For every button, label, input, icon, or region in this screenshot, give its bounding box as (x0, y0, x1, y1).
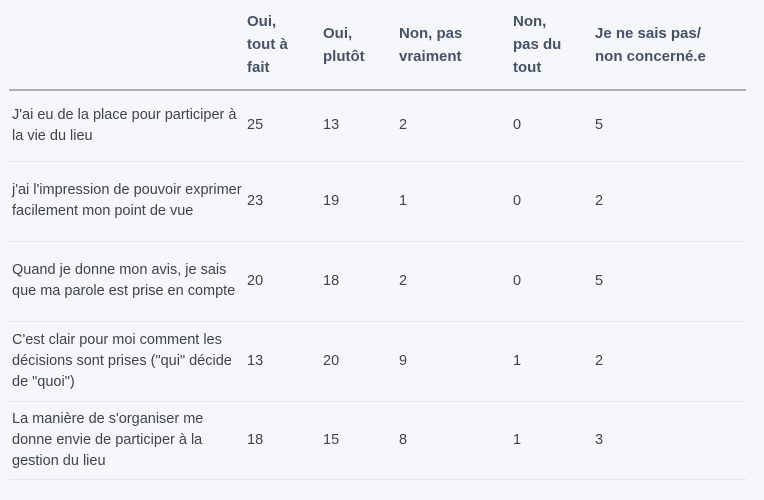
table-row: La manière de s'organiser me donne envie… (9, 401, 746, 479)
value-cell: 20 (323, 352, 340, 369)
row-label: La manière de s'organiser me donne envie… (12, 410, 204, 469)
value-cell: 3 (595, 431, 604, 448)
value-cell: 1 (399, 192, 408, 209)
value-cell: 5 (595, 117, 604, 134)
row-label: j'ai l'impression de pouvoir exprimer fa… (12, 182, 242, 219)
value-cell: 8 (399, 431, 408, 448)
column-header-empty (9, 0, 247, 90)
value-cell: 0 (513, 272, 522, 289)
value-cell: 5 (595, 272, 604, 289)
row-label: J'ai eu de la place pour participer à la… (12, 106, 237, 144)
column-header-oui-tout-a-fait: Oui, tout à fait (247, 13, 288, 76)
value-cell: 18 (323, 272, 340, 289)
table-row: J'ai eu de la place pour participer à la… (9, 90, 746, 161)
value-cell: 19 (323, 192, 340, 209)
value-cell: 20 (247, 272, 264, 289)
column-header-non-pas-du-tout: Non, pas du tout (513, 13, 562, 76)
column-header-oui-plutot: Oui, plutôt (323, 24, 365, 65)
value-cell: 23 (247, 192, 264, 209)
value-cell: 9 (399, 352, 408, 369)
value-cell: 2 (399, 272, 408, 289)
table-row: Quand je donne mon avis, je sais que ma … (9, 241, 746, 321)
value-cell: 0 (513, 192, 522, 209)
header-row: Oui, tout à fait Oui, plutôt Non, pas vr… (9, 0, 746, 90)
value-cell: 15 (323, 431, 340, 448)
survey-results-table: Oui, tout à fait Oui, plutôt Non, pas vr… (9, 0, 746, 480)
table-row: C'est clair pour moi comment les décisio… (9, 321, 746, 401)
column-header-non-pas-vraiment: Non, pas vraiment (399, 24, 463, 65)
row-label: Quand je donne mon avis, je sais que ma … (12, 262, 236, 299)
value-cell: 2 (399, 117, 408, 134)
value-cell: 2 (595, 192, 604, 209)
value-cell: 13 (323, 117, 340, 134)
column-header-ne-sais-pas: Je ne sais pas/ non concerné.e (595, 24, 706, 65)
row-label: C'est clair pour moi comment les décisio… (12, 331, 232, 390)
value-cell: 1 (513, 431, 522, 448)
value-cell: 2 (595, 352, 604, 369)
value-cell: 13 (247, 352, 264, 369)
value-cell: 25 (247, 117, 264, 134)
value-cell: 1 (513, 352, 522, 369)
value-cell: 18 (247, 431, 264, 448)
value-cell: 0 (513, 117, 522, 134)
table-row: j'ai l'impression de pouvoir exprimer fa… (9, 161, 746, 241)
